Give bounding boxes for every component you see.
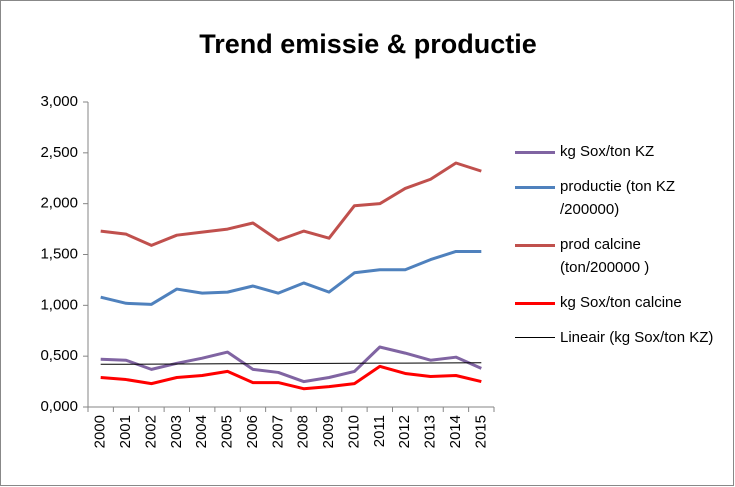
- x-tick-label: 2002: [142, 415, 159, 448]
- legend-item: productie (ton KZ /200000): [513, 175, 723, 221]
- x-tick-label: 2004: [193, 415, 210, 448]
- legend-swatch: [515, 302, 555, 305]
- x-tick-label: 2012: [396, 415, 413, 448]
- x-tick-label: 2010: [345, 415, 362, 448]
- legend-swatch: [515, 186, 555, 189]
- legend-label: prod calcine (ton/200000 ): [560, 236, 650, 276]
- legend-swatch: [515, 244, 555, 247]
- series-line: [100, 362, 482, 365]
- x-tick-label: 2006: [244, 415, 261, 448]
- legend-label: productie (ton KZ /200000): [560, 178, 676, 218]
- series-line: [100, 161, 482, 247]
- legend-item: Lineair (kg Sox/ton KZ): [513, 326, 723, 349]
- x-tick-label: 2008: [295, 415, 312, 448]
- x-tick-label: 2014: [447, 415, 464, 448]
- x-tick-label: 2000: [92, 415, 109, 448]
- legend-swatch: [515, 337, 555, 338]
- legend-label: Lineair (kg Sox/ton KZ): [560, 329, 714, 346]
- chart-title: Trend emissie & productie: [199, 29, 537, 59]
- legend-label: kg Sox/ton calcine: [560, 294, 682, 311]
- y-tick-label: 1,000: [40, 296, 78, 313]
- legend-swatch: [515, 151, 555, 154]
- legend-item: kg Sox/ton KZ: [513, 140, 723, 163]
- y-tick-label: 1,500: [40, 245, 78, 262]
- legend-item: prod calcine (ton/200000 ): [513, 233, 723, 279]
- y-tick-label: 3,000: [40, 93, 78, 110]
- y-tick-label: 2,000: [40, 195, 78, 212]
- y-tick-label: 0,500: [40, 347, 78, 364]
- series-line: [100, 364, 482, 391]
- x-tick-label: 2007: [269, 415, 286, 448]
- series-line: [100, 249, 482, 306]
- legend-label: kg Sox/ton KZ: [560, 143, 655, 160]
- y-tick-label: 2,500: [40, 144, 78, 161]
- x-tick-label: 2005: [219, 415, 236, 448]
- x-tick-label: 2003: [168, 415, 185, 448]
- legend: kg Sox/ton KZ productie (ton KZ /200000) p…: [513, 140, 723, 361]
- x-tick-label: 2013: [422, 415, 439, 448]
- x-tick-label: 2011: [371, 415, 388, 447]
- x-tick-label: 2001: [117, 415, 134, 448]
- series-line: [100, 345, 482, 384]
- legend-item: kg Sox/ton calcine: [513, 291, 723, 314]
- x-tick-label: 2015: [472, 415, 489, 448]
- x-tick-label: 2009: [320, 415, 337, 448]
- y-tick-label: 0,000: [40, 398, 78, 415]
